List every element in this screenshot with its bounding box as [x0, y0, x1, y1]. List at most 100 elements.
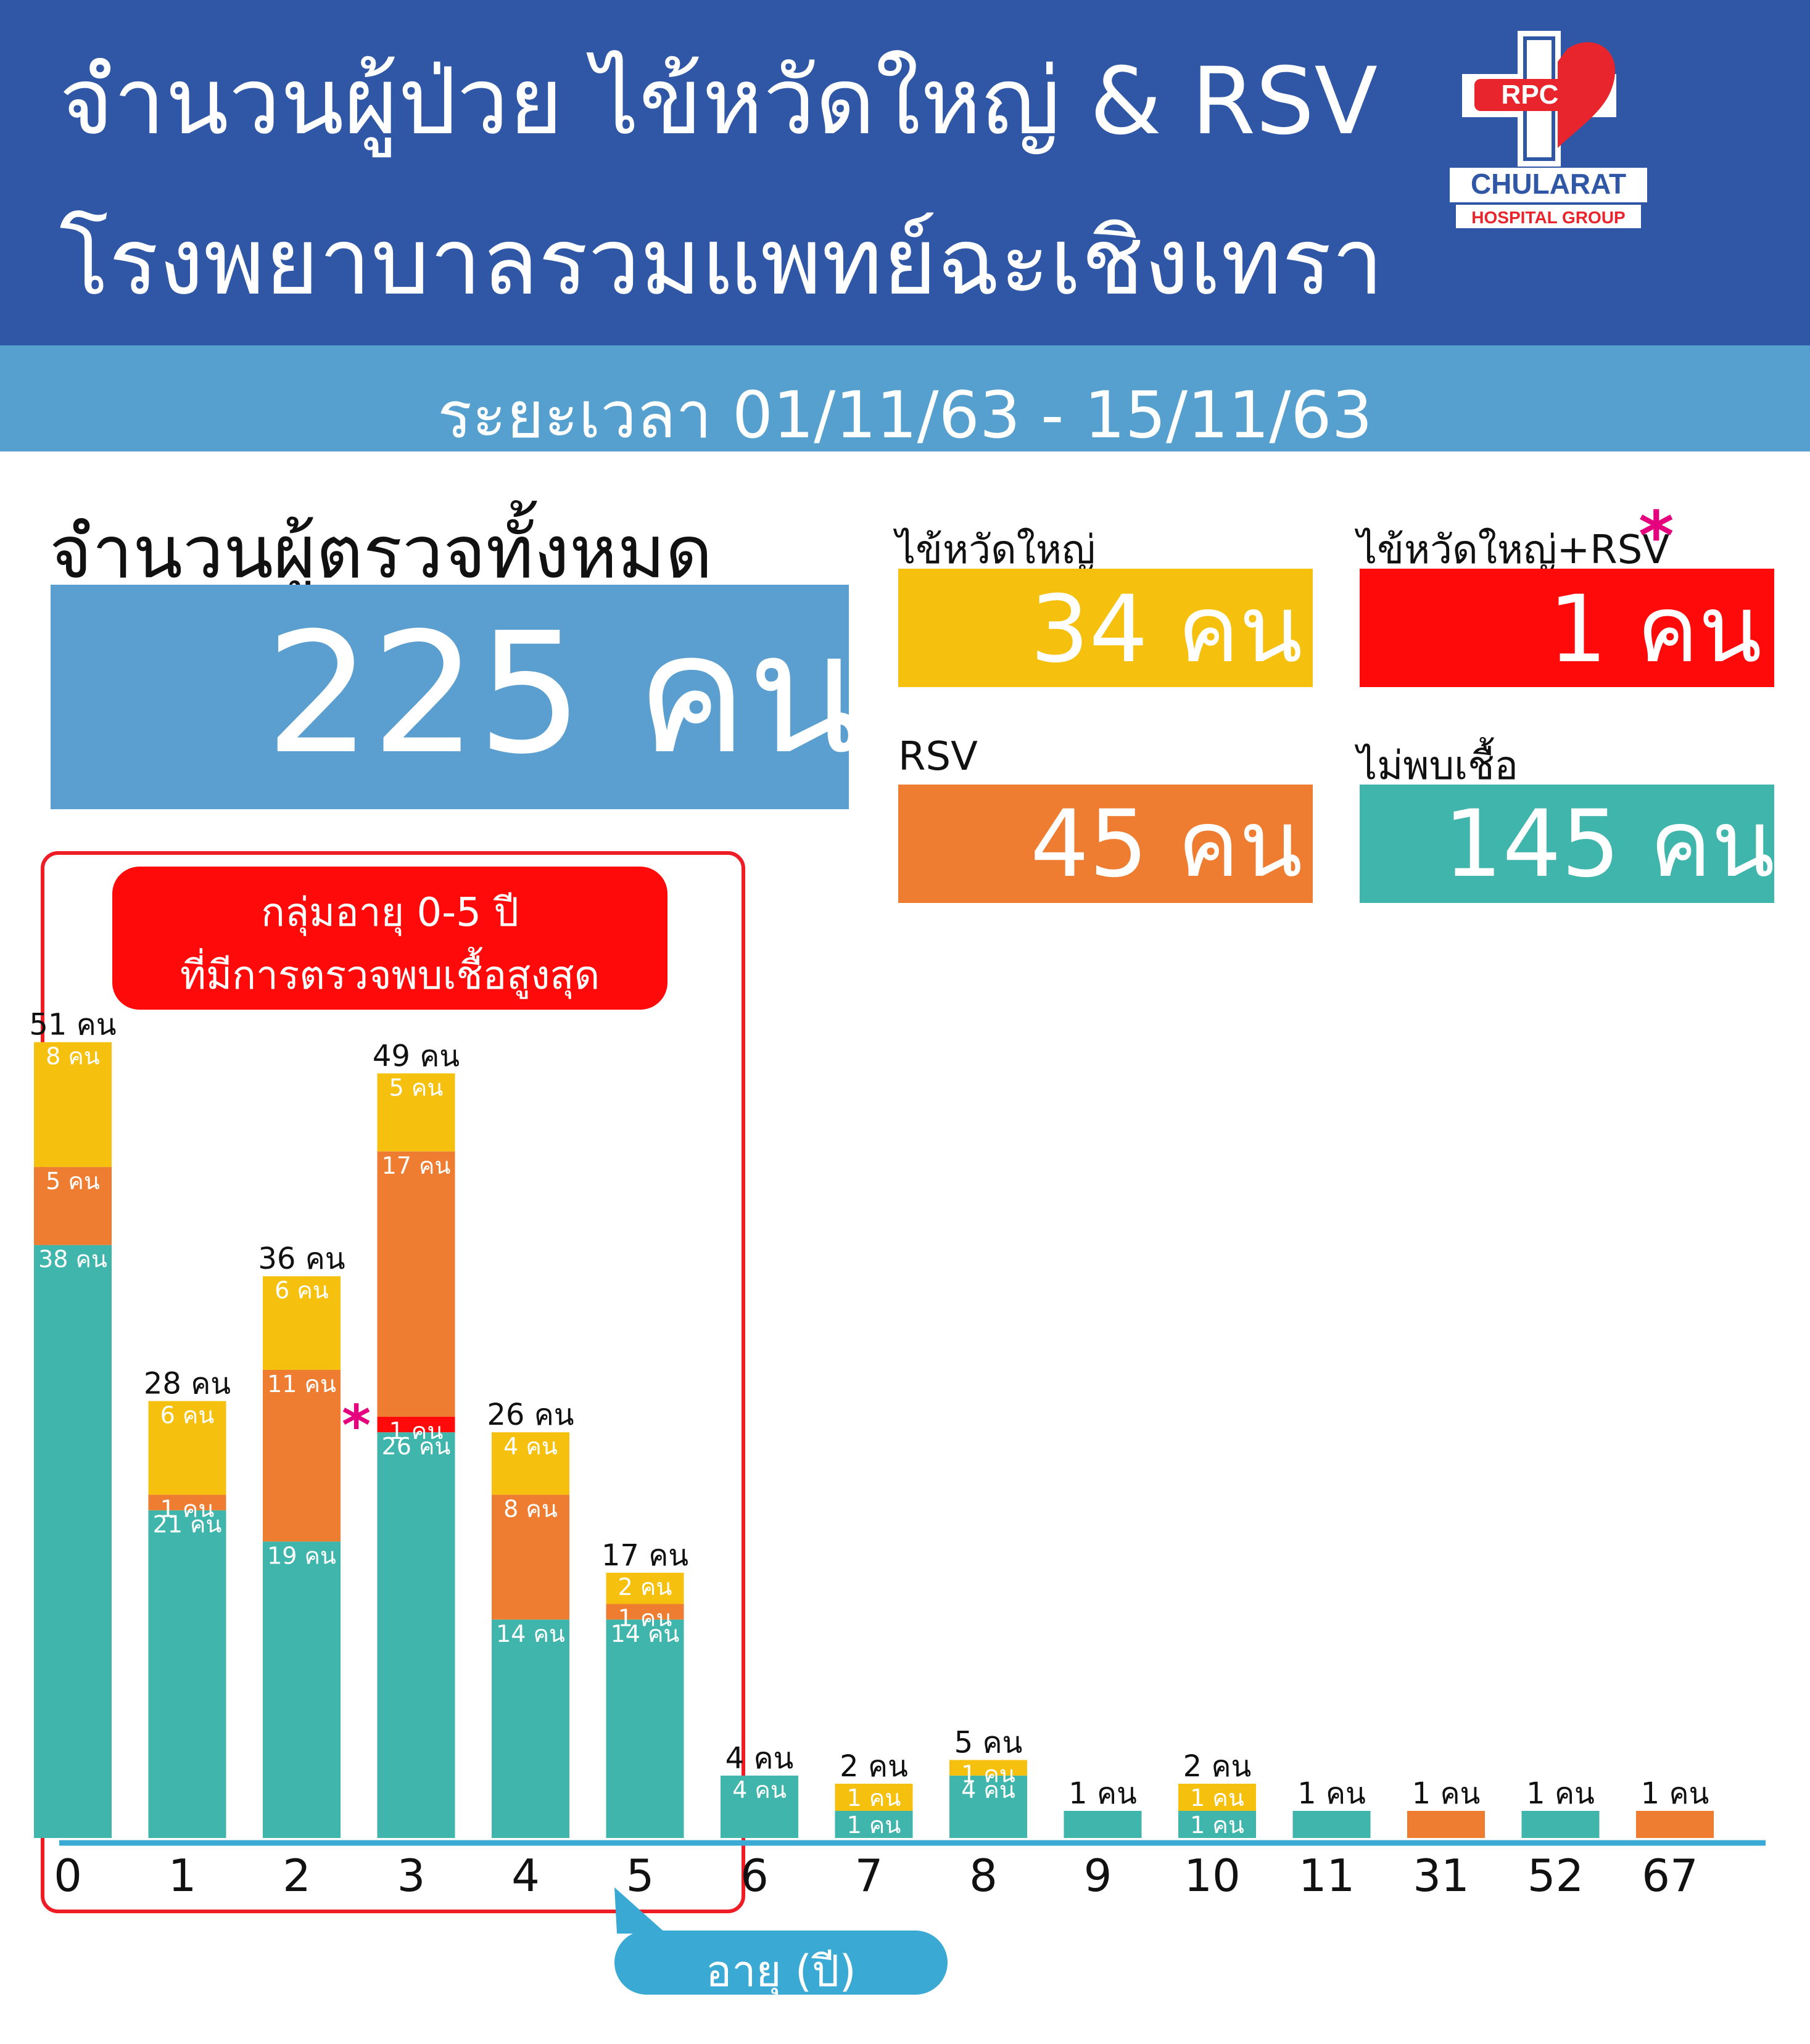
total-box [51, 585, 849, 809]
segment-label: 1 คน [1190, 1784, 1244, 1811]
x-axis-title: อายุ (ปี) [706, 1946, 856, 1997]
segment-label: 11 คน [267, 1370, 336, 1398]
bar-segment [377, 1416, 455, 1433]
segment-label: 6 คน [275, 1277, 329, 1304]
logo-badge: RPC [1502, 80, 1559, 110]
x-tick-label: 1 [168, 1850, 197, 1902]
bar-total-label: 17 คน [601, 1538, 688, 1573]
bar-segment [1178, 1811, 1256, 1838]
heart-icon [1558, 42, 1616, 148]
segment-label: 1 คน [847, 1811, 901, 1839]
bar-segment [263, 1276, 341, 1370]
flu-value: 34 คน [1030, 576, 1303, 683]
bar-segment [377, 1151, 455, 1417]
segment-label: 21 คน [153, 1511, 222, 1538]
total-label: จำนวนผู้ตรวจทั้งหมด [49, 509, 713, 595]
bar-total-label: 5 คน [954, 1726, 1023, 1760]
x-tick-label: 11 [1299, 1850, 1355, 1902]
bar-segment [949, 1760, 1027, 1776]
hospital-name: โรงพยาบาลรวมแพทย์ฉะเชิงเทรา [59, 208, 1384, 316]
bar-segment [492, 1494, 569, 1620]
bar-segment [721, 1775, 798, 1838]
x-tick-label: 3 [397, 1850, 426, 1902]
bar-total-label: 28 คน [144, 1367, 231, 1401]
bar-segment [949, 1775, 1027, 1838]
x-axis-badge-tail [614, 1887, 666, 1934]
bar-segment [835, 1784, 913, 1811]
segment-label: 1 คน [961, 1761, 1015, 1788]
page-title: จำนวนผู้ป่วย ไข้หวัดใหญ่ & RSV [59, 48, 1378, 155]
age-group-subtitle: ที่มีการตรวจพบเชื้อสูงสุด [180, 953, 600, 999]
bar-segment [1521, 1811, 1600, 1838]
x-tick-label: 10 [1184, 1850, 1241, 1902]
bar-segment [606, 1619, 684, 1838]
segment-label: 8 คน [46, 1043, 100, 1070]
x-tick-label: 7 [855, 1850, 883, 1902]
none-value: 145 คน [1444, 791, 1775, 898]
hospital-logo: RPC CHULARAT HOSPITAL GROUP [1450, 31, 1647, 228]
bar-total-label: 36 คน [258, 1242, 345, 1276]
bar-segment [492, 1432, 569, 1495]
date-band [0, 345, 1810, 451]
x-tick-label: 0 [54, 1850, 82, 1902]
logo-sub: HOSPITAL GROUP [1471, 208, 1625, 227]
bar-segment [1064, 1811, 1142, 1838]
bar-segment [148, 1510, 226, 1838]
flu-box [898, 569, 1313, 687]
bar-total-label: 1 คน [1641, 1776, 1709, 1811]
flu-rsv-star: * [1639, 497, 1674, 575]
segment-label: 2 คน [618, 1573, 672, 1601]
bar-segment [263, 1370, 341, 1542]
bar-total-label: 51 คน [29, 1008, 116, 1042]
x-tick-label: 4 [511, 1850, 540, 1902]
bar-segment [148, 1401, 226, 1495]
segment-label: 1 คน [847, 1784, 901, 1811]
rsv-box [898, 785, 1313, 903]
bar-segment [377, 1073, 455, 1152]
flu-rsv-value: 1 คน [1548, 576, 1762, 683]
segment-label: 4 คน [503, 1433, 558, 1460]
bar-segment [34, 1042, 112, 1168]
bar-segment [34, 1167, 112, 1245]
logo-name: CHULARAT [1471, 168, 1626, 200]
segment-label: 8 คน [503, 1495, 558, 1522]
bar-total-label: 1 คน [1297, 1776, 1366, 1811]
bar-segment [606, 1604, 684, 1620]
x-tick-label: 6 [740, 1850, 769, 1902]
segment-label: 6 คน [160, 1402, 215, 1429]
bar-segment [606, 1572, 684, 1604]
bar-total-label: 1 คน [1526, 1776, 1595, 1811]
segment-label: 5 คน [389, 1074, 444, 1101]
bar-total-label: 1 คน [1412, 1776, 1481, 1811]
segment-label: 1 คน [160, 1495, 215, 1522]
segment-label: 1 คน [389, 1417, 444, 1444]
bar-segment [263, 1541, 341, 1838]
flu-rsv-label: ไข้หวัดใหญ่+RSV [1357, 527, 1670, 573]
bar-total-label: 26 คน [487, 1398, 574, 1432]
total-value: 225 คน [265, 596, 862, 791]
bar-total-label: 4 คน [725, 1741, 794, 1776]
rsv-value: 45 คน [1030, 791, 1303, 898]
segment-label: 5 คน [46, 1168, 100, 1195]
age-group-title: กลุ่มอายุ 0-5 ปี [261, 890, 519, 936]
bar-total-label: 2 คน [1183, 1749, 1252, 1784]
bar-segment [835, 1811, 913, 1838]
x-tick-label: 2 [283, 1850, 311, 1902]
segment-label: 19 คน [267, 1542, 336, 1569]
segment-label: 14 คน [611, 1620, 680, 1647]
bar-segment [377, 1432, 455, 1838]
bar-segment [1636, 1811, 1714, 1838]
rsv-label: RSV [898, 734, 978, 780]
segment-label: 26 คน [382, 1433, 451, 1460]
segment-label: 4 คน [732, 1776, 787, 1803]
bar-segment [1407, 1811, 1485, 1838]
segment-label: 1 คน [618, 1605, 672, 1632]
bar-segment [1178, 1784, 1256, 1811]
bar-segment [492, 1619, 569, 1838]
none-box [1360, 785, 1774, 903]
bar-total-label: 1 คน [1068, 1776, 1137, 1811]
date-range: ระยะเวลา 01/11/63 - 15/11/63 [437, 377, 1373, 453]
x-tick-label: 9 [1084, 1850, 1112, 1902]
segment-label: 14 คน [496, 1620, 565, 1647]
